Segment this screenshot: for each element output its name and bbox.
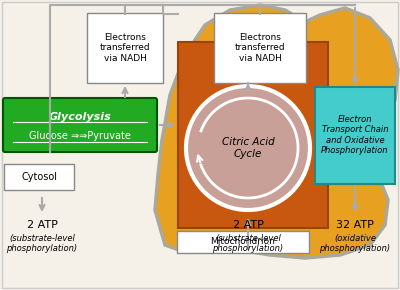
Text: Citric Acid
Cycle: Citric Acid Cycle	[222, 137, 274, 159]
Polygon shape	[178, 42, 328, 228]
FancyBboxPatch shape	[177, 231, 309, 253]
Text: Glucose ⇒⇒Pyruvate: Glucose ⇒⇒Pyruvate	[29, 131, 131, 141]
Circle shape	[186, 86, 310, 210]
Text: (substrate-level
phosphorylation): (substrate-level phosphorylation)	[212, 234, 284, 253]
Text: Electrons
transferred
via NADH: Electrons transferred via NADH	[100, 33, 150, 63]
Text: Electrons
transferred
via NADH: Electrons transferred via NADH	[235, 33, 285, 63]
Text: Glycolysis: Glycolysis	[49, 112, 111, 122]
FancyBboxPatch shape	[87, 13, 163, 83]
FancyBboxPatch shape	[315, 87, 395, 184]
Text: 2 ATP: 2 ATP	[232, 220, 264, 230]
Text: (oxidative
phosphorylation): (oxidative phosphorylation)	[320, 234, 390, 253]
FancyBboxPatch shape	[3, 98, 157, 152]
Text: Electron
Transport Chain
and Oxidative
Phosphorylation: Electron Transport Chain and Oxidative P…	[321, 115, 389, 155]
FancyBboxPatch shape	[4, 164, 74, 190]
Polygon shape	[155, 5, 398, 258]
Text: (substrate-level
phosphorylation): (substrate-level phosphorylation)	[6, 234, 78, 253]
Text: Cytosol: Cytosol	[21, 172, 57, 182]
Text: 2 ATP: 2 ATP	[26, 220, 58, 230]
Text: 32 ATP: 32 ATP	[336, 220, 374, 230]
FancyBboxPatch shape	[214, 13, 306, 83]
Text: Mitochondrion: Mitochondrion	[210, 238, 276, 246]
